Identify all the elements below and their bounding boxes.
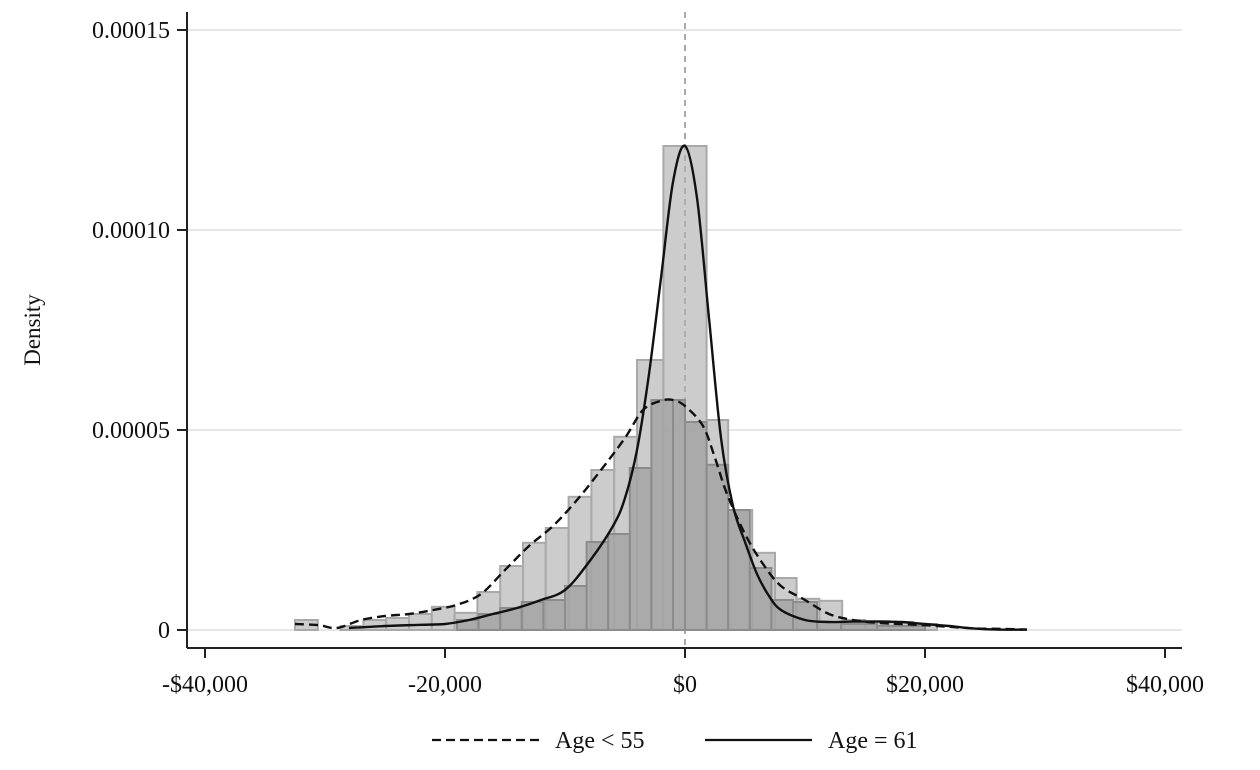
y-tick-label: 0 bbox=[158, 618, 170, 644]
x-tick-label: $20,000 bbox=[886, 672, 964, 698]
y-axis-title: Density bbox=[20, 294, 45, 366]
histogram-bar bbox=[748, 567, 773, 631]
y-tick-label: 0.00015 bbox=[92, 18, 170, 44]
histogram-bar bbox=[840, 623, 878, 631]
histogram-bar bbox=[876, 625, 926, 631]
histogram-bar bbox=[607, 533, 631, 631]
y-tick-label: 0.00010 bbox=[92, 218, 170, 244]
y-axis-ticks: 0 0.00005 0.00010 0.00015 bbox=[92, 18, 187, 644]
density-curve-age-under-55 bbox=[294, 398, 1028, 631]
histogram-bar bbox=[672, 399, 686, 631]
legend-label-age-61: Age = 61 bbox=[828, 728, 918, 754]
density-curve-age-61 bbox=[348, 144, 1028, 631]
x-tick-label: -20,000 bbox=[408, 672, 482, 698]
legend-label-age-under-55: Age < 55 bbox=[555, 728, 645, 754]
histogram-bar bbox=[684, 421, 708, 631]
x-axis-ticks: -$40,000 -20,000 $0 $20,000 $40,000 bbox=[162, 648, 1204, 698]
histogram-bar bbox=[564, 585, 588, 631]
histogram-bar bbox=[650, 399, 675, 631]
histogram-bar bbox=[408, 613, 433, 631]
x-tick-label: $0 bbox=[673, 672, 697, 698]
x-tick-label: -$40,000 bbox=[162, 672, 248, 698]
histogram-bar bbox=[585, 541, 610, 631]
x-tick-label: $40,000 bbox=[1126, 672, 1204, 698]
histogram-bar bbox=[792, 601, 818, 631]
legend: Age < 55 Age = 61 bbox=[432, 728, 918, 754]
y-tick-label: 0.00005 bbox=[92, 418, 170, 444]
histogram-bar bbox=[628, 467, 653, 631]
histogram-bar bbox=[385, 617, 411, 631]
histogram-bar bbox=[542, 599, 567, 631]
density-curves bbox=[294, 144, 1028, 631]
